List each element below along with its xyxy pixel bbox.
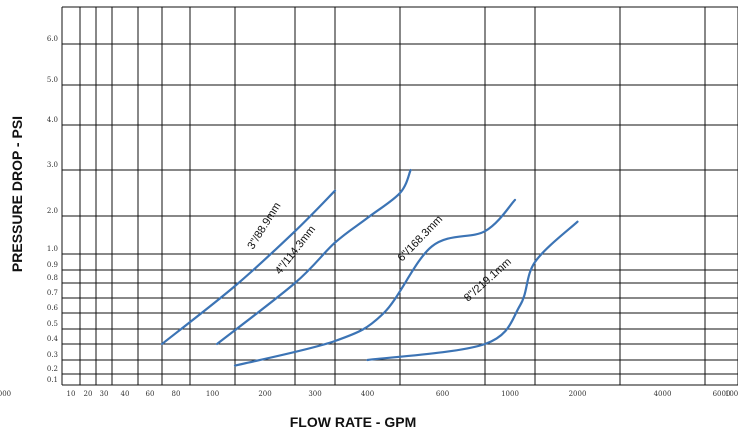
y-tick-label: 2.0 bbox=[47, 207, 58, 215]
y-tick-label: 0.7 bbox=[47, 289, 58, 297]
x-tick-label: 40 bbox=[121, 390, 130, 398]
y-tick-label: 0.5 bbox=[47, 320, 58, 328]
y-tick-labels: 0.1 0.2 0.3 0.4 0.5 0.6 0.7 0.8 0.9 1.0 2.0 3.0 4.0 5… bbox=[47, 35, 59, 384]
x-tick-label: 6000 bbox=[713, 390, 731, 398]
x-tick-label: 4000 bbox=[654, 390, 672, 398]
x-tick-label: 200 bbox=[258, 390, 271, 398]
x-tick-label: 1000 bbox=[501, 390, 519, 398]
y-axis-title: PRESSURE DROP - PSI bbox=[9, 116, 25, 272]
y-tick-label: 0.3 bbox=[47, 351, 58, 359]
y-tick-label: 6.0 bbox=[47, 35, 58, 43]
y-tick-label: 0.4 bbox=[47, 335, 59, 343]
x-tick-label: 20000 bbox=[0, 390, 11, 398]
y-tick-label: 1.0 bbox=[47, 245, 58, 253]
y-tick-label: 0.2 bbox=[47, 365, 58, 373]
x-axis-title: FLOW RATE - GPM bbox=[290, 414, 417, 430]
y-tick-label: 5.0 bbox=[47, 76, 58, 84]
series-line bbox=[215, 168, 412, 346]
y-tick-label: 0.1 bbox=[47, 376, 58, 384]
x-tick-label: 60 bbox=[146, 390, 155, 398]
y-tick-label: 0.8 bbox=[47, 274, 58, 282]
chart-series bbox=[160, 168, 579, 367]
y-tick-label: 4.0 bbox=[47, 116, 58, 124]
x-tick-label: 80 bbox=[172, 390, 181, 398]
x-tick-label: 30 bbox=[100, 390, 109, 398]
series-label: 6"/168.3mm bbox=[396, 213, 446, 264]
x-tick-label: 300 bbox=[308, 390, 321, 398]
y-tick-label: 0.6 bbox=[47, 304, 59, 312]
series-line bbox=[366, 220, 579, 362]
x-tick-label: 600 bbox=[436, 390, 449, 398]
x-tick-label: 10 bbox=[67, 390, 76, 398]
y-tick-label: 3.0 bbox=[47, 161, 58, 169]
y-tick-label: 0.9 bbox=[47, 261, 58, 269]
x-tick-label: 100 bbox=[206, 390, 219, 398]
x-tick-label: 400 bbox=[361, 390, 374, 398]
series-label: 8"/219.1mm bbox=[462, 256, 514, 304]
x-tick-labels: 10 20 30 40 60 80 100 200 300 400 600 1000 2000 4000 6… bbox=[0, 390, 738, 398]
series-label: 3"/88.9mm bbox=[245, 200, 283, 251]
chart-grid bbox=[61, 6, 738, 386]
series-line bbox=[233, 198, 517, 367]
x-tick-label: 20 bbox=[84, 390, 93, 398]
x-tick-label: 2000 bbox=[569, 390, 587, 398]
series-line bbox=[160, 189, 337, 346]
